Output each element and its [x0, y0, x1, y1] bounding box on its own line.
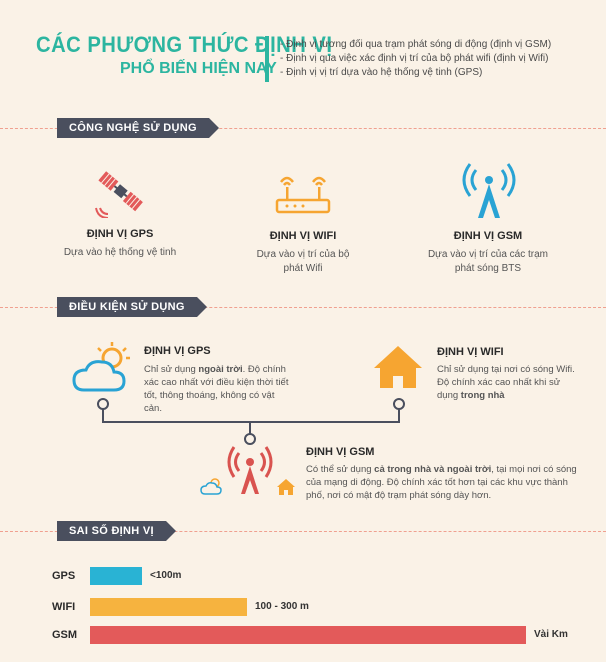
- bar-label: GSM: [52, 629, 78, 641]
- tech-wifi-title: ĐỊNH VỊ WIFI: [269, 230, 337, 242]
- bar-label: GPS: [52, 570, 76, 582]
- wifi-router-icon: [275, 176, 331, 214]
- bar-value: 100 - 300 m: [255, 601, 309, 612]
- tech-gsm-desc: Dựa vào vị trí của các trạm phát sóng BT…: [427, 249, 549, 274]
- tech-gps-desc: Dựa vào hệ thống vệ tinh: [63, 247, 177, 258]
- bar-value: Vài Km: [534, 629, 568, 640]
- weather-icon: [72, 342, 130, 392]
- cond-wifi-desc: Chỉ sử dụng tại nơi có sóng Wifi. Độ chí…: [437, 364, 575, 401]
- bullet-item: - Định vị tương đối qua trạm phát sóng d…: [280, 39, 552, 50]
- error-bar: [90, 626, 526, 644]
- tech-wifi-desc: Dựa vào vị trí của bộ phát Wifi: [256, 249, 350, 274]
- house-icon: [374, 346, 422, 388]
- connector-line: [249, 421, 251, 437]
- connector-line: [398, 406, 400, 422]
- bar-value: <100m: [150, 570, 182, 581]
- error-bar: [90, 567, 142, 585]
- error-bar: [90, 598, 247, 616]
- connector-dot: [244, 433, 256, 445]
- section-divider: [0, 307, 606, 308]
- connector-dot: [97, 398, 109, 410]
- intro-bullets: - Định vị tương đối qua trạm phát sóng d…: [280, 38, 551, 80]
- section-title-error: SAI SỐ ĐỊNH VỊ: [57, 521, 176, 541]
- cond-gps-desc: Chỉ sử dụng ngoài trời. Độ chính xác cao…: [144, 364, 289, 414]
- main-title: CÁC PHƯƠNG THỨC ĐỊNH VỊ: [36, 32, 333, 57]
- tech-gsm-title: ĐỊNH VỊ GSM: [453, 230, 523, 242]
- cell-tower-icon: [462, 163, 516, 218]
- connector-line: [102, 406, 104, 422]
- cond-gsm-title: ĐỊNH VỊ GSM: [306, 446, 375, 458]
- tech-gps-title: ĐỊNH VỊ GPS: [86, 228, 154, 240]
- cond-wifi-title: ĐỊNH VỊ WIFI: [437, 346, 504, 358]
- satellite-icon: [95, 171, 143, 218]
- cond-gps-title: ĐỊNH VỊ GPS: [144, 345, 211, 357]
- bar-label: WIFI: [52, 601, 76, 613]
- main-subtitle: PHỔ BIẾN HIỆN NAY: [120, 60, 277, 77]
- house-icon: [277, 479, 295, 495]
- connector-dot: [393, 398, 405, 410]
- title-divider: [265, 36, 269, 82]
- section-title-conditions: ĐIỀU KIỆN SỬ DỤNG: [57, 297, 207, 317]
- section-divider: [0, 128, 606, 129]
- bullet-item: - Định vị qua việc xác định vị trí của b…: [280, 53, 549, 64]
- bullet-item: - Định vị vị trí dựa vào hệ thống vệ tin…: [280, 67, 483, 78]
- weather-icon: [200, 478, 222, 495]
- section-divider: [0, 531, 606, 532]
- section-title-technology: CÔNG NGHỆ SỬ DỤNG: [57, 118, 219, 138]
- connector-line: [102, 421, 400, 423]
- cond-gsm-desc: Có thể sử dụng cả trong nhà và ngoài trờ…: [306, 464, 577, 501]
- cell-tower-icon: [227, 446, 273, 494]
